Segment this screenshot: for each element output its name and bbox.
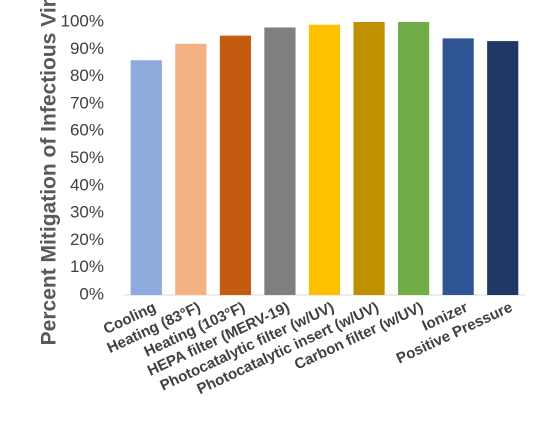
bar xyxy=(264,27,296,296)
y-tick-label: 100% xyxy=(61,11,104,30)
y-tick-label: 30% xyxy=(70,203,104,222)
bar xyxy=(353,22,385,295)
y-tick-label: 10% xyxy=(70,257,104,276)
bar xyxy=(308,24,341,295)
bars xyxy=(130,22,519,296)
bar xyxy=(442,38,474,295)
bar xyxy=(175,43,207,296)
y-tick-label: 70% xyxy=(70,93,104,112)
y-tick-label: 20% xyxy=(70,230,104,249)
y-axis-ticks: 0% 10% 20% 30% 40% 50% 60% 70% 80% 90% 100% xyxy=(61,11,104,303)
y-tick-label: 0% xyxy=(79,284,104,303)
y-tick-label: 40% xyxy=(70,175,104,194)
y-axis-label: Percent Mitigation of Infectious Virus xyxy=(38,0,61,345)
bar xyxy=(219,35,251,296)
y-tick-label: 50% xyxy=(70,148,104,167)
bar xyxy=(130,60,162,295)
y-tick-label: 80% xyxy=(70,66,104,85)
bar xyxy=(487,41,519,295)
y-tick-label: 90% xyxy=(70,39,104,58)
y-tick-label: 60% xyxy=(70,121,104,140)
bar xyxy=(398,22,430,295)
